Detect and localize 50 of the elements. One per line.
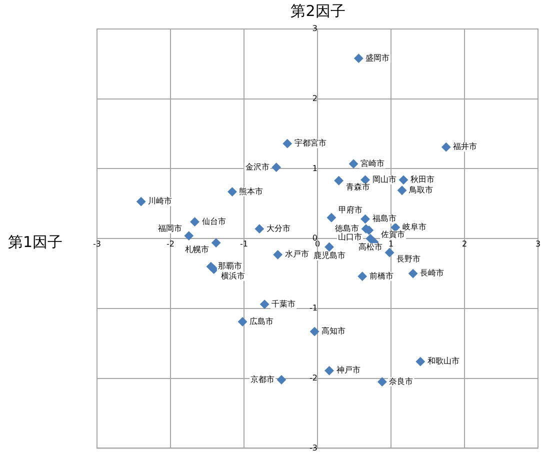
series-label: 那覇市	[218, 262, 242, 271]
series-label: 広島市	[250, 316, 274, 326]
series-label: 佐賀市	[381, 230, 406, 240]
series-label: 徳島市	[335, 224, 360, 233]
series-label: 盛岡市	[366, 53, 390, 62]
series-label: 熊本市	[239, 186, 264, 196]
series-label: 宮崎市	[360, 158, 385, 168]
series-label: 奈良市	[389, 376, 414, 386]
series-label: 鹿児島市	[313, 251, 346, 260]
x-tick-label: 3	[535, 239, 541, 248]
series-label: 岡山市	[372, 174, 396, 184]
series-label: 秋田市	[410, 174, 434, 184]
y-tick-label: 1	[312, 164, 318, 173]
series-label: 水戸市	[284, 250, 309, 259]
series-label: 大分市	[266, 224, 290, 233]
series-label: 横浜市	[220, 271, 245, 280]
series-label: 甲府市	[338, 206, 362, 215]
series-label: 前橋市	[369, 271, 394, 280]
series-label: 山口市	[338, 232, 362, 242]
series-label: 和歌山市	[427, 356, 460, 366]
y-tick-label: -2	[310, 373, 318, 382]
series-label: 福岡市	[158, 224, 182, 233]
x-tick-label: 1	[388, 239, 394, 248]
y-axis-title: 第2因子	[290, 2, 346, 21]
y-tick-label: -3	[310, 443, 318, 452]
series-label: 福島市	[372, 214, 396, 224]
x-tick-label: -1	[240, 239, 248, 248]
series-label: 長野市	[396, 254, 421, 264]
x-tick-label: 2	[462, 239, 468, 248]
series-label: 宇都宮市	[294, 138, 326, 148]
series-label: 青森市	[346, 182, 370, 192]
series-label: 岐阜市	[402, 222, 426, 232]
y-tick-label: 2	[312, 94, 318, 103]
x-tick-label: -2	[166, 239, 174, 248]
series-label: 高知市	[322, 326, 346, 336]
series-label: 札幌市	[185, 244, 210, 254]
x-axis-title: 第1因子	[8, 233, 63, 252]
series-label: 神戸市	[336, 366, 360, 375]
series-label: 仙台市	[202, 216, 226, 226]
series-label: 京都市	[250, 374, 274, 384]
series-label: 鳥取市	[408, 185, 434, 194]
series-label: 金沢市	[245, 162, 270, 172]
series-label: 川崎市	[148, 196, 172, 206]
y-tick-label: -1	[310, 304, 318, 313]
y-tick-label: 3	[312, 24, 318, 34]
series-label: 福井市	[453, 142, 478, 152]
x-tick-label: -3	[93, 239, 101, 248]
series-label: 千葉市	[272, 299, 296, 308]
series-label: 長崎市	[420, 268, 444, 278]
series-label: 高松市	[358, 242, 382, 252]
